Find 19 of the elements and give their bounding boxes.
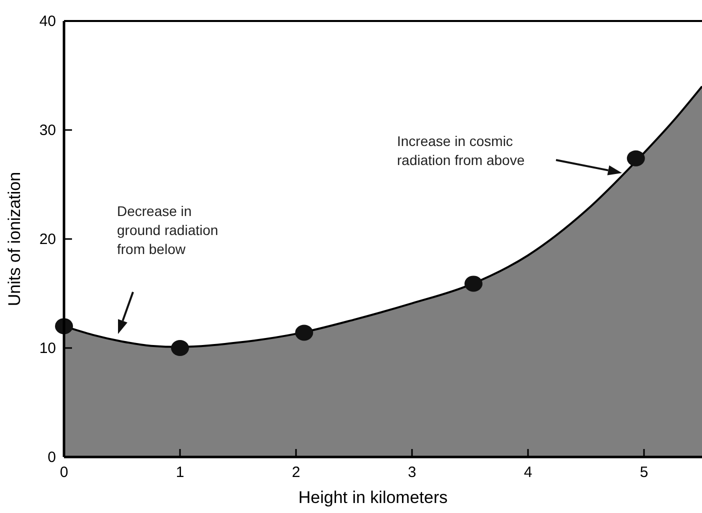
x-tick-label: 1	[176, 464, 184, 481]
y-axis-title: Units of ionization	[5, 172, 24, 306]
x-tick-label: 3	[408, 464, 416, 481]
y-tick-label: 10	[39, 340, 56, 357]
y-tick-label: 20	[39, 231, 56, 248]
y-tick-label: 30	[39, 122, 56, 139]
y-tick-label: 0	[48, 449, 56, 466]
x-tick-label: 5	[640, 464, 648, 481]
annotation: Decrease in ground radiation from below	[117, 203, 218, 257]
point	[464, 276, 482, 292]
x-tick-label: 0	[60, 464, 68, 481]
point	[626, 150, 645, 166]
point	[171, 340, 189, 356]
x-axis-title: Height in kilometers	[298, 488, 448, 507]
point	[295, 324, 314, 341]
x-tick-label: 4	[524, 464, 532, 481]
y-tick-label: 40	[39, 13, 56, 30]
x-tick-label: 2	[292, 464, 300, 481]
annotation: Increase in cosmic radiation from above	[397, 133, 525, 168]
